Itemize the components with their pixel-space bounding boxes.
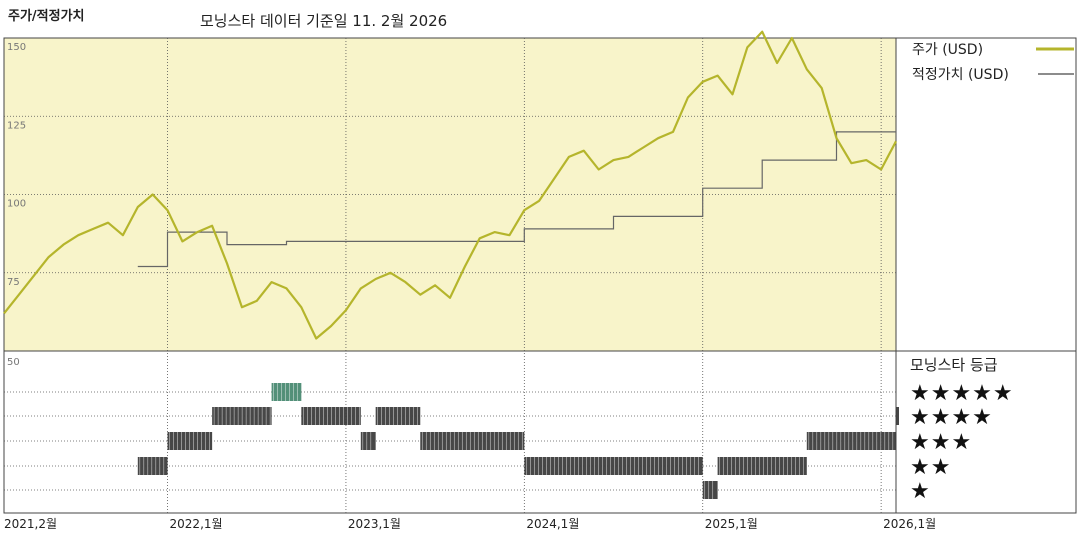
y-tick-label: 100 xyxy=(7,199,26,210)
price-line xyxy=(3,30,897,340)
chart-subtitle: 모닝스타 데이터 기준일 11. 2월 2026 xyxy=(200,12,447,30)
fair-value-line xyxy=(137,131,896,268)
chart-frame xyxy=(3,37,1077,514)
x-tick-label: 2023,1월 xyxy=(348,517,401,531)
x-tick-label: 2021,2월 xyxy=(4,517,57,531)
y-tick-label: 125 xyxy=(7,120,26,131)
y-tick-label: 50 xyxy=(7,357,20,368)
y-tick-label: 150 xyxy=(7,42,26,53)
rating-mark xyxy=(271,383,302,401)
legend-label-price: 주가 (USD) xyxy=(912,42,983,58)
rating-legend-title: 모닝스타 등급 xyxy=(910,356,998,374)
legend-label-fair-value: 적정가치 (USD) xyxy=(912,67,1009,83)
rating-mark xyxy=(360,432,376,450)
x-tick-label: 2024,1월 xyxy=(526,517,579,531)
rating-mark xyxy=(137,457,168,475)
rating-legend-stars: ★★ xyxy=(910,455,951,480)
rating-mark xyxy=(524,457,703,475)
chart-title: 주가/적정가치 xyxy=(8,8,85,24)
rating-mark xyxy=(896,407,899,425)
y-tick-label: 75 xyxy=(7,277,20,288)
x-tick-label: 2025,1월 xyxy=(705,517,758,531)
x-tick-label: 2026,1월 xyxy=(883,517,936,531)
rating-mark xyxy=(420,432,525,450)
rating-mark xyxy=(806,432,896,450)
rating-mark xyxy=(375,407,421,425)
rating-legend-stars: ★★★★ xyxy=(910,405,993,430)
rating-mark xyxy=(717,457,807,475)
rating-legend-stars: ★ xyxy=(910,479,931,504)
rating-legend-stars: ★★★ xyxy=(910,430,972,455)
price-plot-area xyxy=(4,38,896,351)
x-tick-label: 2022,1월 xyxy=(170,517,223,531)
rating-legend-stars: ★★★★★ xyxy=(910,381,1014,406)
rating-mark xyxy=(702,481,718,499)
